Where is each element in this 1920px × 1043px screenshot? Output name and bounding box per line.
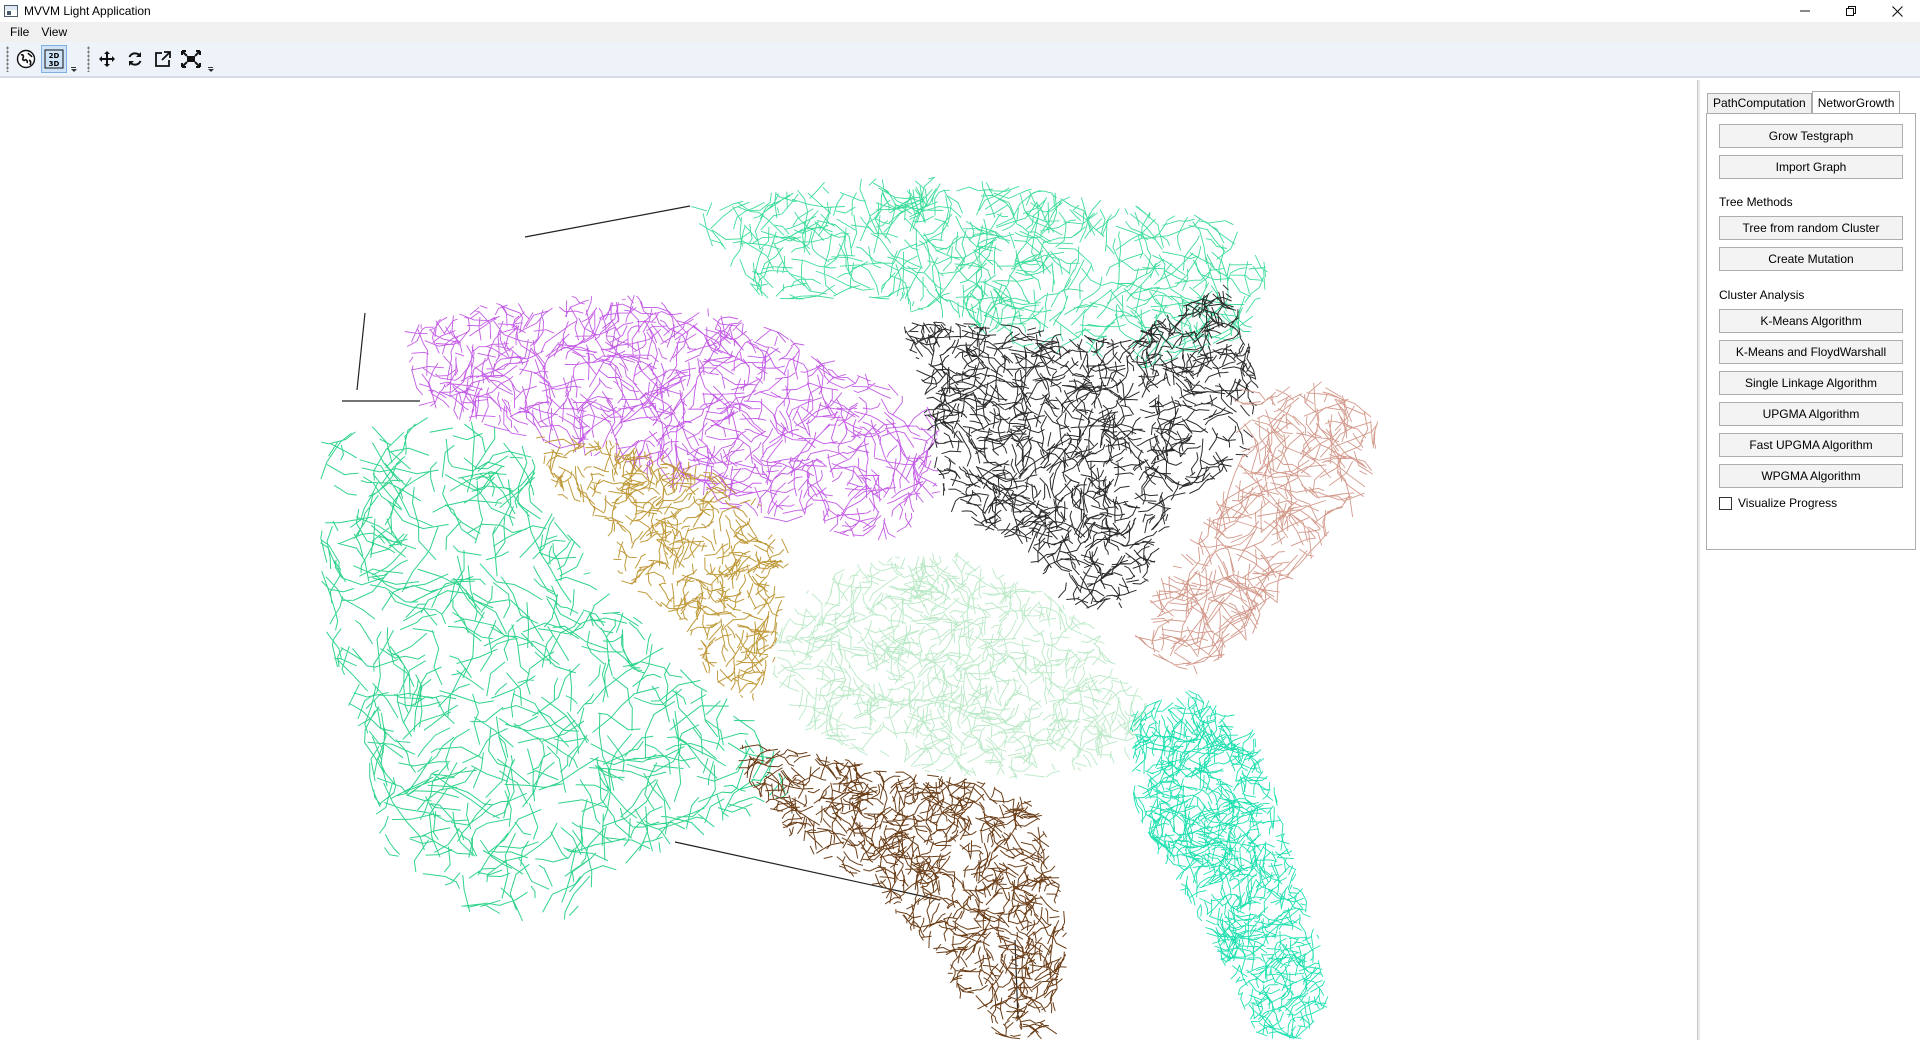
street-edges-dark-core [904, 284, 1259, 610]
fit-extent-button[interactable] [178, 45, 204, 73]
pan-button[interactable] [94, 45, 120, 73]
visualize-progress-row[interactable]: Visualize Progress [1719, 496, 1837, 510]
control-panel: PathComputation NetworGrowth Grow Testgr… [1700, 80, 1920, 1040]
restore-icon [1846, 6, 1856, 16]
title-bar: MVVM Light Application [0, 0, 1920, 22]
street-edges-rose [1134, 381, 1379, 675]
rotate-button[interactable] [122, 45, 148, 73]
street-edges-teal-north [691, 176, 1268, 369]
street-edges-aqua-southeast [1129, 690, 1329, 1040]
tab-pathcomputation[interactable]: PathComputation [1707, 93, 1812, 113]
globe-button[interactable] [13, 45, 39, 73]
minimize-button[interactable] [1782, 0, 1828, 22]
fit-extent-icon [181, 50, 201, 68]
cluster-analysis-label: Cluster Analysis [1719, 288, 1805, 302]
create-mutation-button[interactable]: Create Mutation [1719, 247, 1903, 271]
long-connector-edges [342, 205, 1019, 1021]
kmeans-button[interactable]: K-Means Algorithm [1719, 309, 1903, 333]
single-linkage-button[interactable]: Single Linkage Algorithm [1719, 371, 1903, 395]
visualize-progress-label: Visualize Progress [1738, 496, 1838, 510]
street-edges-violet [404, 294, 940, 541]
window-controls [1782, 0, 1920, 22]
minimize-icon [1800, 10, 1810, 12]
tree-from-random-cluster-button[interactable]: Tree from random Cluster [1719, 216, 1903, 240]
menu-file[interactable]: File [4, 25, 35, 39]
cluster-gold [536, 436, 789, 701]
cluster-layers [320, 176, 1379, 1040]
fast-upgma-button[interactable]: Fast UPGMA Algorithm [1719, 433, 1903, 457]
wpgma-button[interactable]: WPGMA Algorithm [1719, 464, 1903, 488]
cluster-dark-core [904, 284, 1259, 610]
toolbar-grip[interactable] [6, 46, 9, 72]
menu-view[interactable]: View [35, 25, 73, 39]
cluster-teal-north [691, 176, 1268, 369]
cluster-green-outer [320, 417, 789, 922]
street-edges-pale-green [772, 552, 1148, 780]
external-open-icon [155, 51, 171, 67]
tab-networgrowth[interactable]: NetworGrowth [1811, 91, 1901, 113]
pan-move-icon [99, 51, 115, 67]
toggle-2d-3d-button[interactable]: 2D 3D [41, 45, 67, 73]
street-edges-gold [536, 436, 789, 701]
toolbar-overflow-dropdown-2[interactable] [206, 45, 216, 73]
close-icon [1891, 5, 1903, 17]
kmeans-floydwarshall-button[interactable]: K-Means and FloydWarshall [1719, 340, 1903, 364]
toolbar-overflow-dropdown[interactable] [69, 45, 79, 73]
visualize-progress-checkbox[interactable] [1719, 496, 1732, 510]
close-button[interactable] [1874, 0, 1920, 22]
networgrowth-tab-content: Grow Testgraph Import Graph Tree Methods… [1706, 113, 1916, 550]
map-canvas[interactable] [0, 80, 1697, 1040]
tab-strip: PathComputation NetworGrowth [1707, 91, 1901, 113]
window-title: MVVM Light Application [24, 4, 151, 18]
app-icon [4, 5, 18, 17]
menu-file-label: File [10, 25, 30, 39]
svg-text:2D: 2D [49, 52, 60, 60]
cluster-rose [1134, 381, 1379, 675]
import-graph-button[interactable]: Import Graph [1719, 155, 1903, 179]
globe-icon [16, 49, 36, 69]
panel-splitter[interactable] [1697, 80, 1700, 1040]
toolbar: 2D 3D [0, 42, 1920, 78]
tree-methods-label: Tree Methods [1719, 195, 1793, 209]
2d-3d-toggle-icon: 2D 3D [44, 49, 64, 69]
street-network-graph[interactable] [0, 80, 1697, 1040]
menu-view-label: View [41, 25, 68, 39]
grow-testgraph-button[interactable]: Grow Testgraph [1719, 124, 1903, 148]
cluster-aqua-southeast [1129, 690, 1329, 1040]
rotate-icon [128, 52, 142, 66]
street-edges-green-outer [320, 417, 789, 922]
street-edges-brown [738, 744, 1067, 1040]
open-external-button[interactable] [150, 45, 176, 73]
toolbar-grip-2[interactable] [87, 46, 90, 72]
cluster-brown [738, 744, 1067, 1040]
upgma-button[interactable]: UPGMA Algorithm [1719, 402, 1903, 426]
restore-button[interactable] [1828, 0, 1874, 22]
cluster-violet [404, 294, 940, 541]
svg-text:3D: 3D [49, 60, 60, 68]
cluster-pale-green [772, 552, 1148, 780]
menu-bar: File View [0, 22, 1920, 42]
